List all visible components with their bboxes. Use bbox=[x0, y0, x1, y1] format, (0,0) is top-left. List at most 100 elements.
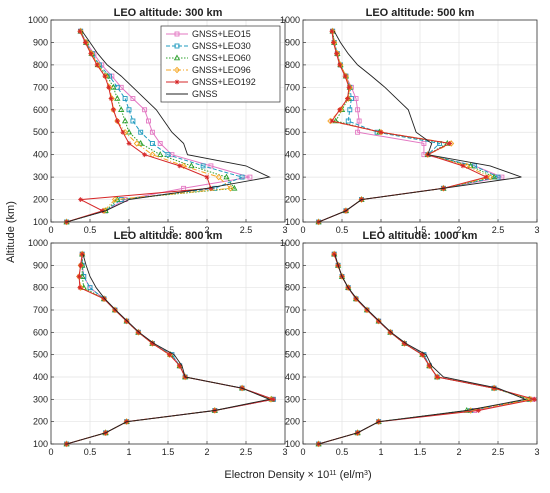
data-point bbox=[188, 162, 195, 169]
data-point bbox=[121, 117, 129, 124]
data-point bbox=[331, 251, 337, 257]
data-point bbox=[182, 373, 189, 381]
data-point bbox=[347, 107, 353, 113]
data-point bbox=[149, 140, 155, 146]
data-point bbox=[208, 185, 214, 191]
x-tick-label: 3 bbox=[282, 225, 287, 235]
data-point bbox=[94, 62, 100, 68]
data-point bbox=[211, 407, 218, 414]
data-point bbox=[270, 396, 276, 402]
data-point bbox=[204, 174, 210, 180]
y-tick-label: 800 bbox=[285, 283, 300, 293]
y-tick-label: 900 bbox=[33, 260, 48, 270]
data-point bbox=[177, 163, 183, 169]
data-point bbox=[476, 408, 481, 413]
data-point bbox=[78, 262, 84, 268]
data-point bbox=[215, 173, 222, 181]
legend-marker bbox=[173, 54, 181, 61]
x-tick-label: 1 bbox=[126, 447, 131, 457]
y-tick-label: 700 bbox=[285, 82, 300, 92]
x-tick-label: 3 bbox=[534, 225, 539, 235]
y-tick-label: 100 bbox=[285, 217, 300, 227]
plot-frame bbox=[50, 242, 286, 445]
data-point bbox=[345, 284, 352, 291]
legend-label: GNSS+LEO30 bbox=[192, 41, 251, 51]
y-tick-label: 300 bbox=[285, 394, 300, 404]
x-tick-label: 0.5 bbox=[336, 225, 349, 235]
y-tick-label: 300 bbox=[285, 172, 300, 182]
x-tick-label: 1 bbox=[126, 225, 131, 235]
data-point bbox=[491, 385, 497, 391]
x-tick-label: 0.5 bbox=[84, 447, 97, 457]
y-tick-label: 300 bbox=[33, 394, 48, 404]
y-tick-label: 700 bbox=[33, 82, 48, 92]
legend-box bbox=[160, 25, 281, 103]
data-point bbox=[130, 118, 136, 124]
data-point bbox=[104, 72, 111, 79]
x-axis-label-close: ) bbox=[368, 469, 372, 481]
data-point bbox=[231, 184, 238, 191]
legend-marker bbox=[173, 66, 181, 74]
x-axis-label-unit-exp: 3 bbox=[364, 470, 368, 477]
y-tick-label: 1000 bbox=[28, 15, 48, 25]
data-point bbox=[114, 118, 120, 124]
data-point bbox=[223, 173, 230, 180]
data-point bbox=[356, 118, 362, 124]
legend: GNSS+LEO15 GNSS+LEO30 GNSS+LEO60 GNSS+LEO96… bbox=[160, 25, 281, 103]
data-point bbox=[376, 318, 382, 324]
y-tick-label: 200 bbox=[33, 417, 48, 427]
legend-marker bbox=[174, 31, 180, 37]
data-point bbox=[358, 196, 365, 203]
data-point bbox=[342, 73, 348, 79]
y-tick-label: 900 bbox=[285, 260, 300, 270]
y-tick-label: 700 bbox=[285, 305, 300, 315]
data-point bbox=[146, 118, 151, 124]
chart-panel-3: 0 0.5 1 1.5 2 2.5 3 100 200 300 400 500 600 700 800 900… bbox=[28, 230, 288, 457]
plot-frame bbox=[302, 242, 538, 445]
y-tick-label: 600 bbox=[33, 105, 48, 115]
data-point bbox=[77, 285, 83, 291]
data-point bbox=[165, 152, 171, 158]
series-line-gnss bbox=[318, 30, 522, 223]
data-point bbox=[125, 128, 133, 135]
data-point bbox=[112, 307, 118, 313]
legend-label: GNSS+LEO60 bbox=[192, 53, 251, 63]
data-point bbox=[329, 28, 335, 34]
panel-title: LEO altitude: 300 km bbox=[114, 7, 223, 19]
chart-panel-4: 0 0.5 1 1.5 2 2.5 3100200300400500600700800900… bbox=[280, 230, 540, 457]
data-point bbox=[101, 296, 107, 302]
plot-frame bbox=[302, 19, 538, 223]
y-tick-label: 400 bbox=[285, 372, 300, 382]
x-tick-label: 0.5 bbox=[84, 225, 97, 235]
data-point bbox=[483, 174, 489, 180]
y-tick-label: 100 bbox=[33, 439, 48, 449]
data-point bbox=[487, 173, 494, 181]
x-tick-label: 0.5 bbox=[336, 447, 349, 457]
x-axis-label-main: Electron Density × 10 bbox=[224, 469, 329, 481]
legend-label: GNSS bbox=[192, 89, 218, 99]
data-point bbox=[335, 262, 342, 269]
y-tick-label: 1000 bbox=[28, 238, 48, 248]
data-point bbox=[110, 83, 117, 90]
data-point bbox=[421, 140, 427, 146]
data-point bbox=[363, 306, 370, 314]
x-tick-label: 2 bbox=[456, 447, 461, 457]
y-tick-label: 600 bbox=[33, 327, 48, 337]
data-point bbox=[79, 251, 85, 257]
x-tick-label: 2 bbox=[456, 225, 461, 235]
data-point bbox=[447, 141, 453, 146]
data-point bbox=[149, 129, 155, 135]
data-point bbox=[239, 174, 245, 180]
x-tick-label: 3 bbox=[534, 447, 539, 457]
data-point bbox=[124, 318, 130, 324]
series-line-gnss bbox=[318, 254, 527, 445]
data-point bbox=[135, 329, 141, 335]
data-point bbox=[346, 84, 352, 90]
data-point bbox=[118, 106, 125, 113]
data-point bbox=[142, 107, 148, 113]
y-tick-label: 500 bbox=[33, 350, 48, 360]
data-point bbox=[239, 384, 246, 392]
data-point bbox=[123, 418, 130, 425]
x-axis-label-unit: (el/m bbox=[337, 469, 365, 481]
